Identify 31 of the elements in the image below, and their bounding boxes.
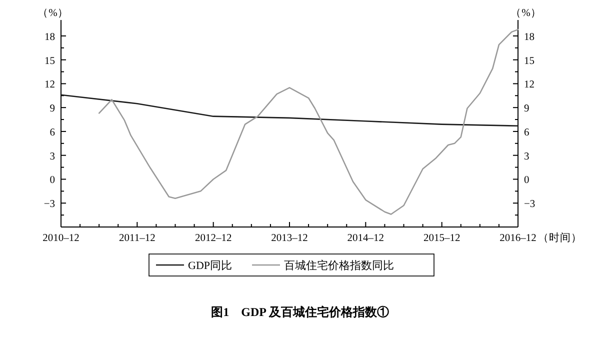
x-tick-label: 2014–12 <box>347 233 384 244</box>
legend-label: 百城住宅价格指数同比 <box>284 259 394 272</box>
text: 图1 GDP 及百城住宅价格指数① <box>211 305 389 319</box>
y-tick-label: 0 <box>50 175 55 186</box>
y-tick-label: 9 <box>50 104 55 115</box>
y2-tick-label: 0 <box>524 175 530 186</box>
y2-tick-label: 12 <box>524 80 534 91</box>
y-tick-label: 12 <box>44 80 55 91</box>
y2-tick-label: 9 <box>524 104 530 115</box>
line-series <box>60 94 519 127</box>
y2-tick-label: −3 <box>524 199 536 210</box>
y2-axis-title: （%） <box>510 8 542 19</box>
y-tick-label: −3 <box>44 199 55 210</box>
x-tick-label: 2012–12 <box>194 233 232 244</box>
x-tick-label: 2011–12 <box>118 233 156 244</box>
legend-label: GDP同比 <box>188 259 232 272</box>
x-tick-label: 2015–12 <box>423 233 460 244</box>
x-tick-label: 2013–12 <box>271 233 308 244</box>
y-tick-label: 15 <box>44 56 55 67</box>
y-tick-label: 6 <box>50 127 55 138</box>
y-tick-label: 3 <box>50 151 55 162</box>
x-tick-label: 2016–12 <box>500 233 536 244</box>
y2-tick-label: 15 <box>524 56 534 67</box>
line-series <box>98 28 519 215</box>
x-tick-label: 2010–12 <box>42 233 80 244</box>
y-axis-title: （%） <box>38 8 68 19</box>
y2-tick-label: 18 <box>524 32 534 43</box>
y-tick-label: 18 <box>44 32 55 43</box>
x-axis-title: （时间） <box>538 231 582 244</box>
y2-tick-label: 3 <box>524 151 530 162</box>
y2-tick-label: 6 <box>524 127 530 138</box>
